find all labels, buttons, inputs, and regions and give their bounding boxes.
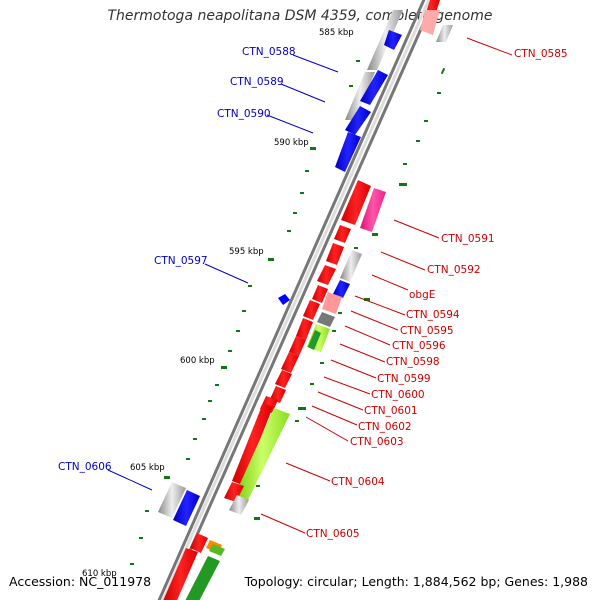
right-gene-labels: CTN_0585 CTN_0591 CTN_0592 obgE CTN_0594…	[260, 37, 568, 540]
gene-ctn-0589-gray	[345, 72, 375, 120]
gene-red-f	[163, 548, 198, 600]
gene-label-ctn-0596: CTN_0596	[392, 340, 446, 352]
gene-ctn-0594	[322, 292, 342, 314]
gene-red-c	[303, 300, 320, 320]
gene-ctn-0591-pink	[360, 188, 386, 232]
gene-obge	[333, 280, 350, 298]
tick-label: 610 kbp	[82, 569, 117, 579]
minus-strand-genes	[158, 0, 453, 600]
gene-ctn-0597	[278, 294, 290, 305]
gene-ctn-0590	[345, 106, 371, 135]
gene-label-ctn-0598: CTN_0598	[386, 356, 440, 368]
gene-ctn-0599	[281, 352, 299, 373]
gene-ctn-0596-green	[308, 330, 321, 350]
gene-label-ctn-0605: CTN_0605	[306, 528, 360, 540]
gene-label-ctn-0604: CTN_0604	[331, 476, 385, 488]
gene-ctn-0588	[384, 30, 402, 50]
gene-label-ctn-0592: CTN_0592	[427, 264, 481, 276]
gene-label-ctn-0602: CTN_0602	[358, 421, 412, 433]
gene-ctn-0598	[289, 336, 306, 356]
gene-label-ctn-0600: CTN_0600	[371, 389, 425, 401]
gene-green-a	[185, 556, 220, 600]
gene-red-d	[296, 318, 313, 340]
gene-ctn-0590b	[335, 132, 361, 172]
backbone	[157, 0, 436, 600]
gene-ctn-0587	[367, 10, 403, 70]
gene-red-a	[317, 265, 336, 285]
topology-summary: Topology: circular; Length: 1,884,562 bp…	[244, 574, 588, 589]
plus-strand-genes	[278, 10, 403, 305]
gene-label-ctn-0585: CTN_0585	[514, 48, 568, 60]
gene-ctn-0604b	[224, 482, 244, 502]
gene-label-ctn-0588: CTN_0588	[242, 46, 296, 58]
gene-ctn-0585-pink	[420, 10, 440, 35]
tick-label: 585 kbp	[319, 28, 354, 38]
gene-multi-b	[209, 544, 225, 556]
gene-label-ctn-0603: CTN_0603	[350, 436, 404, 448]
gene-label-ctn-0595: CTN_0595	[400, 325, 454, 337]
tick-label: 590 kbp	[274, 138, 309, 148]
scale-ticks: 585 kbp 590 kbp 595 kbp 600 kbp 605 kbp …	[82, 28, 354, 579]
left-gene-labels: CTN_0588 CTN_0589 CTN_0590 CTN_0597 CTN_…	[58, 46, 339, 491]
gene-ctn-0592c	[326, 243, 344, 265]
gene-label-ctn-0594: CTN_0594	[406, 309, 460, 321]
gene-label-obge: obgE	[409, 289, 435, 301]
gene-ctn-0600	[275, 370, 292, 388]
gene-ctn-0605	[229, 495, 249, 515]
gene-ctn-0589	[360, 70, 388, 105]
gene-label-ctn-0599: CTN_0599	[377, 373, 431, 385]
gene-ctn-0604	[235, 408, 290, 500]
gene-label-ctn-0606: CTN_0606	[58, 461, 112, 473]
accession-text: Accession: NC_011978	[9, 574, 152, 589]
gene-label-ctn-0597: CTN_0597	[154, 255, 208, 267]
gene-red-b	[312, 285, 328, 303]
gene-ctn-0592a	[334, 225, 351, 243]
tick-label: 595 kbp	[229, 247, 264, 257]
tick-label: 605 kbp	[130, 463, 165, 473]
gc-dots	[130, 60, 446, 565]
tick-label: 600 kbp	[180, 356, 215, 366]
gene-label-ctn-0589: CTN_0589	[230, 76, 284, 88]
gene-ctn-0585-gray	[436, 25, 453, 42]
gene-ctn-0606	[173, 490, 200, 526]
gene-ctn-0592b	[340, 250, 362, 282]
gene-label-ctn-0591: CTN_0591	[441, 233, 495, 245]
gene-label-ctn-0601: CTN_0601	[364, 405, 418, 417]
gene-ctn-0606-gray	[158, 482, 186, 518]
gene-ctn-0595	[317, 312, 335, 327]
gene-ctn-0591	[341, 180, 371, 225]
gene-red-e	[190, 533, 208, 553]
gene-ctn-0603	[232, 403, 273, 485]
gene-label-ctn-0590: CTN_0590	[217, 108, 271, 120]
